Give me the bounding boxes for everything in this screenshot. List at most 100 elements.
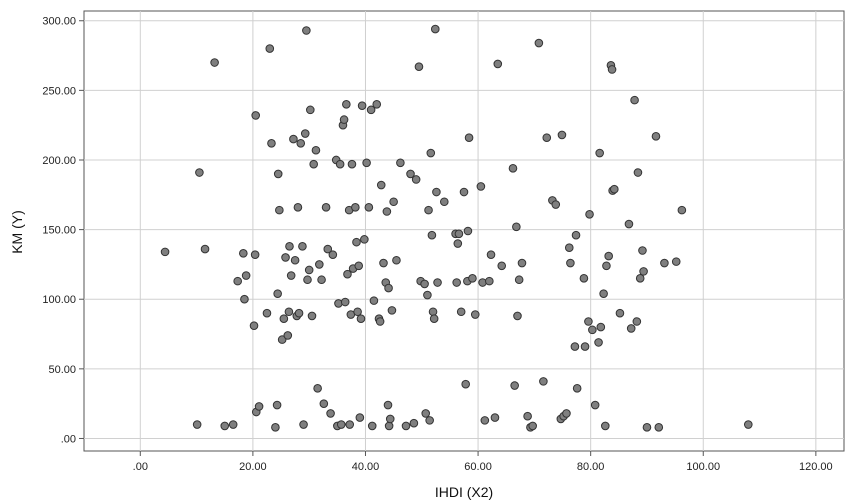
- scatter-point: [566, 258, 575, 268]
- scatter-point: [254, 402, 264, 411]
- scatter-point: [604, 251, 613, 261]
- scatter-point: [352, 237, 361, 247]
- scatter-point: [595, 148, 604, 158]
- scatter-point: [425, 416, 434, 425]
- scatter-point: [339, 115, 349, 124]
- x-tick-label: 120.00: [799, 461, 833, 473]
- scatter-point: [396, 158, 405, 168]
- scatter-point: [369, 296, 379, 305]
- scatter-point: [510, 381, 519, 390]
- scatter-point: [351, 203, 360, 212]
- scatter-point: [300, 129, 310, 138]
- scatter-point: [294, 308, 304, 318]
- scatter-point: [299, 420, 308, 429]
- scatter-point: [523, 411, 532, 421]
- scatter-point: [192, 420, 202, 429]
- scatter-point: [424, 205, 433, 215]
- y-tick-label: 250.00: [42, 85, 76, 97]
- scatter-point: [272, 400, 282, 410]
- scatter-point: [406, 169, 415, 179]
- scatter-point: [321, 203, 331, 212]
- scatter-point: [375, 317, 385, 326]
- scatter-point: [580, 342, 590, 351]
- scatter-point: [585, 209, 594, 219]
- x-tick-label: .00: [133, 461, 148, 473]
- scatter-point: [551, 200, 561, 209]
- scatter-point: [290, 255, 300, 265]
- scatter-point: [313, 384, 322, 393]
- scatter-point: [480, 416, 490, 425]
- scatter-point: [486, 250, 496, 259]
- scatter-point: [517, 258, 527, 268]
- scatter-point: [383, 400, 393, 410]
- scatter-point: [677, 205, 687, 215]
- scatter-point: [409, 418, 419, 428]
- x-axis-title: IHDI (X2): [435, 484, 493, 500]
- scatter-point: [570, 342, 580, 351]
- scatter-point: [298, 242, 307, 251]
- scatter-point: [340, 297, 350, 307]
- scatter-point: [453, 239, 463, 248]
- scatter-point: [304, 265, 314, 275]
- scatter-point: [389, 197, 398, 207]
- scatter-point: [599, 289, 608, 298]
- scatter-point: [360, 235, 369, 244]
- scatter-point: [289, 134, 298, 144]
- scatter-point: [562, 409, 571, 418]
- scatter-point: [271, 423, 280, 432]
- scatter-point: [283, 331, 293, 340]
- scatter-point: [571, 230, 581, 240]
- scatter-point: [345, 420, 355, 429]
- scatter-point: [414, 62, 424, 71]
- scatter-point: [302, 26, 311, 35]
- scatter-point: [210, 58, 219, 67]
- scatter-point: [277, 335, 287, 344]
- scatter-point: [286, 271, 296, 280]
- scatter-point: [601, 421, 610, 431]
- scatter-point: [265, 44, 275, 53]
- scatter-point: [240, 294, 249, 304]
- scatter-point: [639, 267, 648, 276]
- scatter-point: [315, 260, 324, 269]
- scatter-point: [372, 99, 382, 109]
- scatter-point: [362, 158, 371, 168]
- scatter-point: [638, 246, 647, 255]
- scatter-point: [195, 168, 204, 177]
- scatter-point: [385, 414, 395, 424]
- scatter-point: [343, 269, 352, 279]
- scatter-point: [347, 159, 357, 169]
- scatter-point: [514, 275, 524, 285]
- scatter-point: [262, 308, 272, 318]
- scatter-point: [671, 257, 681, 266]
- scatter-point: [468, 274, 477, 283]
- scatter-point: [200, 244, 210, 254]
- scatter-point: [464, 133, 474, 143]
- scatter-point: [579, 274, 589, 283]
- grid-lines: [79, 11, 844, 456]
- scatter-point: [610, 184, 619, 194]
- tick-labels: .00 20.00 40.00 60.00 80.00 100.00 120.00 .00 50…: [42, 16, 832, 473]
- scatter-point: [602, 261, 611, 271]
- scatter-point: [364, 203, 374, 212]
- scatter-point: [428, 307, 438, 317]
- scatter-point: [421, 409, 431, 418]
- scatter-point: [319, 399, 329, 408]
- scatter-point: [392, 255, 401, 265]
- scatter-point: [233, 276, 242, 286]
- scatter-point: [564, 243, 574, 253]
- scatter-point: [336, 420, 346, 429]
- scatter-point: [594, 338, 603, 347]
- scatter-point: [401, 421, 411, 431]
- y-tick-label: 200.00: [42, 155, 76, 167]
- scatter-point: [355, 413, 365, 422]
- scatter-point: [651, 132, 661, 141]
- scatter-point: [296, 138, 306, 148]
- scatter-point: [303, 275, 312, 285]
- scatter-point: [584, 317, 593, 326]
- scatter-point: [160, 247, 170, 257]
- y-tick-label: 50.00: [48, 364, 76, 376]
- scatter-point: [342, 99, 351, 109]
- scatter-point: [461, 379, 470, 389]
- scatter-point: [557, 130, 567, 140]
- scatter-point: [335, 159, 345, 169]
